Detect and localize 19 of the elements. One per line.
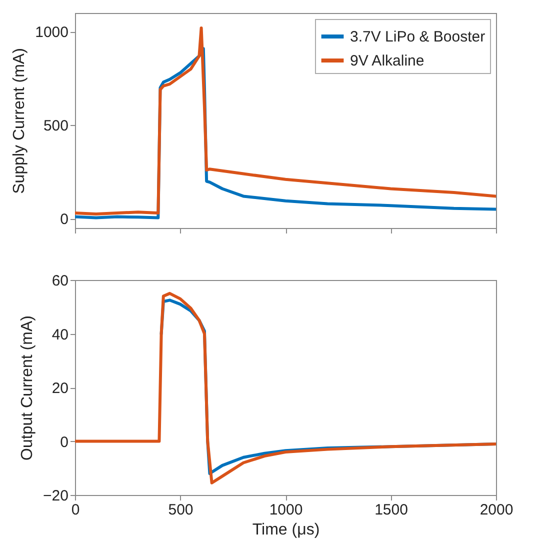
x-axis-title: Time (μs) (252, 522, 320, 538)
x-tick-label: 2000 (480, 502, 514, 518)
y-tick-label: 1000 (35, 24, 68, 42)
y-tick-label: 40 (52, 326, 68, 344)
y-tick-label: 0 (60, 434, 68, 451)
y-tick-label: 20 (52, 380, 68, 397)
y-axis-title: Supply Current (mA) (11, 48, 28, 194)
legend-label: 9V Alkaline (350, 52, 424, 70)
x-tick-label: 500 (168, 502, 194, 518)
x-tick-label: 1000 (269, 502, 303, 518)
x-tick-label: 0 (71, 502, 80, 518)
y-tick-label: 500 (43, 118, 68, 135)
line-series (75, 292, 496, 484)
y-tick-label: 0 (60, 211, 68, 228)
y-axis-title: Output Current (mA) (19, 316, 36, 460)
legend-label: 3.7V LiPo & Booster (350, 28, 486, 46)
x-tick-label: 1500 (374, 502, 408, 518)
y-tick-label: 60 (52, 272, 68, 290)
y-tick-label: −20 (43, 488, 68, 504)
